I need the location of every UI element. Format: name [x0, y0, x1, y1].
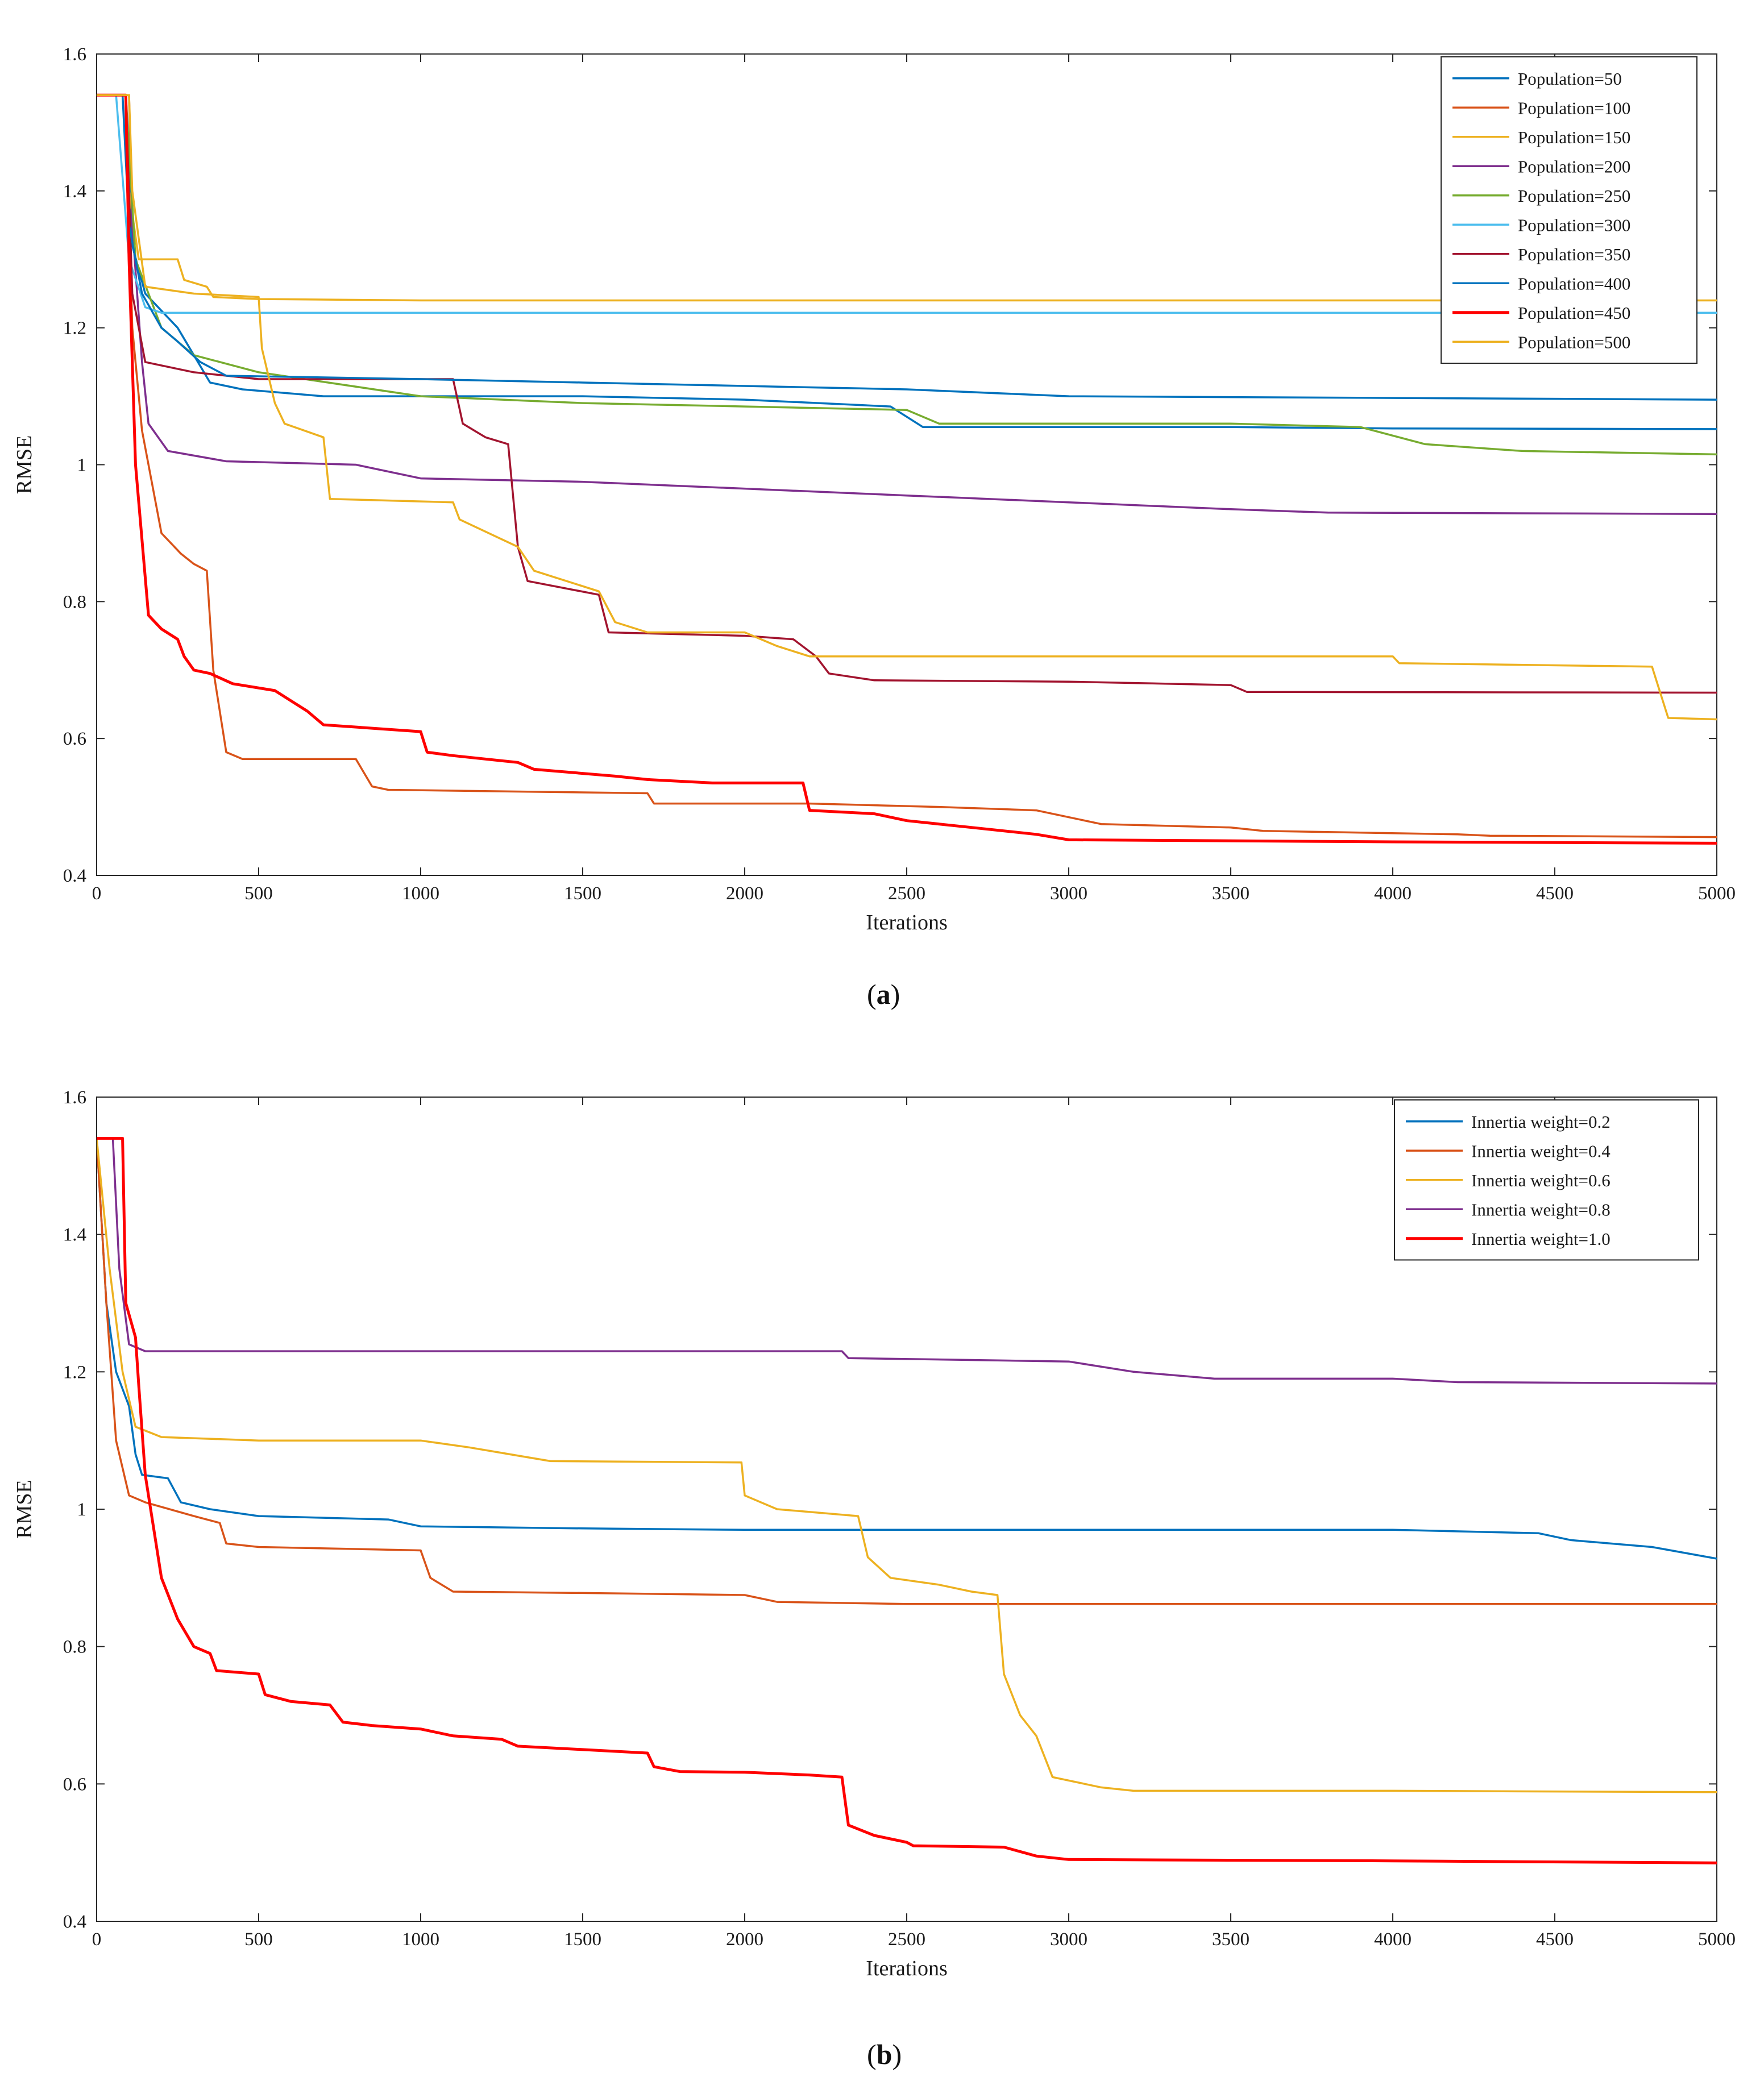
series-line-9 — [97, 93, 1717, 845]
legend-label-2: Innertia weight=0.4 — [1471, 1141, 1611, 1161]
x-tick-label: 3000 — [1050, 1929, 1088, 1950]
y-tick-label: 1.2 — [63, 1362, 86, 1382]
legend-label-1: Innertia weight=0.2 — [1471, 1112, 1611, 1132]
legend-label-2: Population=100 — [1518, 98, 1630, 118]
x-tick-label: 2000 — [726, 883, 763, 904]
series-line-5 — [97, 1137, 1717, 1864]
x-tick-label: 1500 — [564, 1929, 601, 1950]
y-tick-label: 0.8 — [63, 1637, 86, 1658]
legend-label-8: Population=400 — [1518, 273, 1630, 293]
legend-label-5: Innertia weight=1.0 — [1471, 1229, 1611, 1249]
x-tick-label: 3500 — [1212, 883, 1250, 904]
x-tick-label: 2500 — [888, 883, 925, 904]
y-tick-label: 1.2 — [63, 318, 86, 339]
legend-label-1: Population=50 — [1518, 69, 1622, 89]
x-tick-label: 4500 — [1536, 1929, 1574, 1950]
x-tick-label: 3000 — [1050, 883, 1088, 904]
y-tick-label: 0.6 — [63, 1774, 86, 1795]
x-tick-label: 1000 — [402, 883, 439, 904]
series-line-4 — [97, 94, 1717, 515]
x-tick-label: 4500 — [1536, 883, 1574, 904]
x-tick-label: 3500 — [1212, 1929, 1250, 1950]
series-line-2 — [97, 94, 1717, 838]
x-tick-label: 4000 — [1374, 883, 1412, 904]
caption-a-letter: a — [876, 978, 891, 1010]
x-tick-label: 5000 — [1698, 883, 1736, 904]
legend-label-3: Population=150 — [1518, 127, 1630, 147]
caption-b: (b) — [867, 2038, 902, 2070]
x-tick-label: 500 — [244, 1929, 273, 1950]
legend: Innertia weight=0.2 Innertia weight=0.4 In… — [1394, 1099, 1699, 1261]
legend-label-3: Innertia weight=0.6 — [1471, 1170, 1611, 1190]
legend-label-10: Population=500 — [1518, 332, 1630, 352]
x-tick-label: 1000 — [402, 1929, 439, 1950]
y-axis-label: RMSE — [13, 1480, 36, 1538]
y-tick-label: 1.6 — [63, 44, 86, 65]
caption-b-letter: b — [876, 2038, 893, 2070]
legend-label-6: Population=300 — [1518, 215, 1630, 235]
series-line-8 — [97, 94, 1717, 401]
x-tick-label: 1500 — [564, 883, 601, 904]
y-tick-label: 0.4 — [63, 1912, 86, 1932]
y-tick-label: 1.4 — [63, 181, 86, 202]
series-line-7 — [97, 94, 1717, 694]
chart-a: 0 500 1000 1500 2000 2500 3000 3500 4000 4500 5000… — [13, 44, 1736, 935]
legend-label-4: Population=200 — [1518, 156, 1630, 176]
x-axis-label: Iterations — [866, 911, 948, 935]
y-tick-label: 1 — [77, 455, 87, 476]
x-axis-label: Iterations — [866, 1957, 948, 1980]
series-lines — [97, 93, 1717, 845]
x-tick-label: 2000 — [726, 1929, 763, 1950]
chart-b: 0 500 1000 1500 2000 2500 3000 3500 4000 4500 5000… — [13, 1087, 1736, 1980]
legend-label-5: Population=250 — [1518, 186, 1630, 206]
y-axis-label: RMSE — [13, 435, 36, 494]
legend: Population=50 Population=100 Population=15… — [1441, 56, 1697, 364]
x-tick-label: 0 — [92, 1929, 102, 1950]
caption-a: (a) — [867, 978, 900, 1010]
series-lines — [97, 1137, 1717, 1864]
x-tick-label: 500 — [244, 883, 273, 904]
legend-label-4: Innertia weight=0.8 — [1471, 1199, 1611, 1219]
x-tick-label: 5000 — [1698, 1929, 1736, 1950]
y-tick-label: 1.4 — [63, 1225, 86, 1245]
y-tick-label: 0.6 — [63, 729, 86, 749]
legend-label-9: Population=450 — [1518, 303, 1630, 323]
series-line-2 — [97, 1138, 1717, 1605]
y-tick-label: 1.6 — [63, 1087, 86, 1108]
y-tick-label: 1 — [77, 1500, 87, 1520]
x-tick-label: 2500 — [888, 1929, 925, 1950]
legend-label-7: Population=350 — [1518, 244, 1630, 264]
y-tick-label: 0.8 — [63, 592, 86, 612]
y-tick-label: 0.4 — [63, 866, 86, 886]
x-tick-label: 4000 — [1374, 1929, 1412, 1950]
x-tick-label: 0 — [92, 883, 102, 904]
series-line-5 — [97, 94, 1717, 456]
series-line-3 — [97, 1138, 1717, 1793]
series-line-4 — [97, 1137, 1717, 1385]
series-line-1 — [97, 1138, 1717, 1560]
series-line-10 — [97, 94, 1717, 721]
